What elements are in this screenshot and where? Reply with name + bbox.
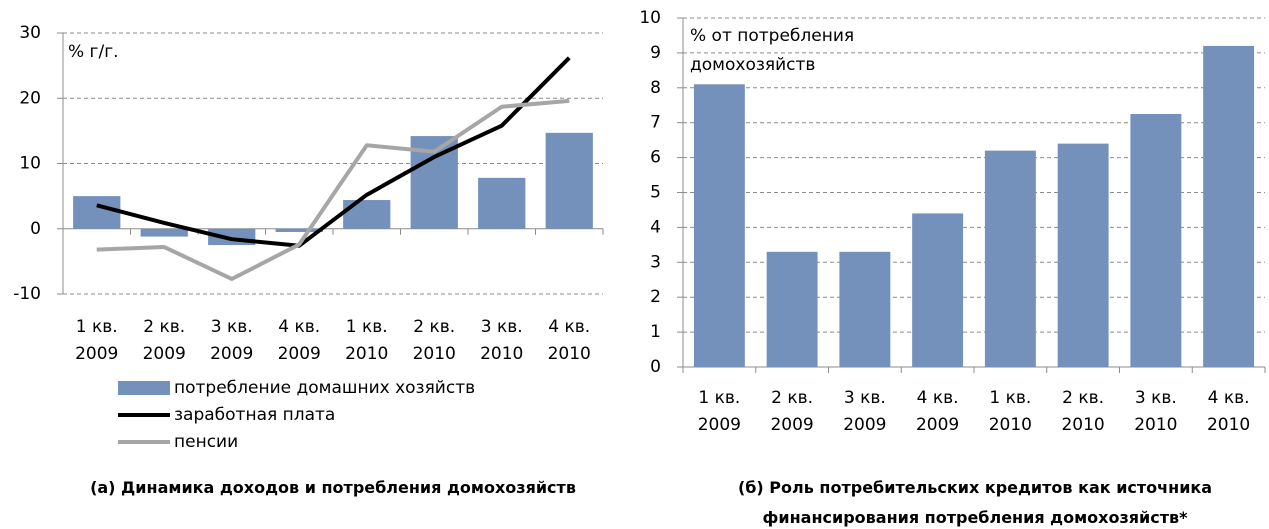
annotation: % г/г.	[68, 42, 119, 62]
bar	[478, 177, 526, 229]
y-tick-label: 5	[650, 183, 661, 203]
y-tick-label: 20	[19, 88, 41, 108]
x-tick-label: 4 кв. 2010	[1207, 388, 1250, 435]
x-tick-label: 2 кв. 2010	[413, 317, 456, 364]
x-tick-label: 4 кв. 2009	[916, 388, 959, 435]
y-tick-label: 3	[650, 252, 661, 272]
x-tick-label: 2 кв. 2009	[770, 388, 813, 435]
x-tick-label: 3 кв. 2010	[1134, 388, 1177, 435]
line	[96, 56, 571, 248]
x-tick-label: 4 кв. 2009	[278, 317, 321, 364]
y-tick-label: 2	[650, 287, 661, 307]
bar	[1057, 143, 1109, 367]
bar	[73, 196, 121, 229]
y-tick-label: 30	[19, 23, 41, 43]
x-tick-label: 1 кв. 2010	[989, 388, 1032, 435]
bar	[912, 213, 964, 367]
x-tick-label: 4 кв. 2010	[548, 317, 591, 364]
x-tick-label: 2 кв. 2009	[143, 317, 186, 364]
legend-label: потребление домашних хозяйств	[174, 378, 475, 398]
y-tick-label: 0	[30, 219, 41, 239]
x-tick-label: 3 кв. 2009	[210, 317, 253, 364]
x-tick-label: 2 кв. 2010	[1061, 388, 1104, 435]
y-tick-label: 0	[650, 357, 661, 377]
bar	[275, 228, 323, 233]
legend-label: заработная плата	[174, 405, 335, 425]
bar	[766, 251, 818, 367]
bar	[140, 228, 188, 237]
bar	[1203, 45, 1255, 368]
x-tick-label: 1 кв. 2009	[75, 317, 118, 364]
y-tick-label: 6	[650, 148, 661, 168]
y-tick-label: 7	[650, 113, 661, 133]
y-tick-label: 4	[650, 217, 661, 237]
y-tick-label: 9	[650, 43, 661, 63]
y-tick-label: 8	[650, 78, 661, 98]
x-tick-label: 1 кв. 2010	[345, 317, 388, 364]
bar	[1130, 113, 1182, 367]
y-tick-label: 10	[19, 154, 41, 174]
legend-label: пенсии	[174, 432, 238, 452]
bar	[984, 150, 1036, 367]
line	[96, 98, 570, 281]
caption: (а) Динамика доходов и потребления домох…	[90, 478, 576, 497]
bar	[343, 200, 391, 229]
y-tick-label: 10	[639, 8, 661, 28]
y-tick-label: 1	[650, 322, 661, 342]
caption: (б) Роль потребительских кредитов как ис…	[738, 478, 1212, 527]
y-tick-label: -10	[13, 284, 41, 304]
x-tick-label: 1 кв. 2009	[698, 388, 741, 435]
legend-swatch	[118, 381, 170, 395]
annotation: % от потребления домохозяйств	[690, 26, 854, 75]
x-tick-label: 3 кв. 2010	[480, 317, 523, 364]
bar	[693, 84, 745, 367]
bar	[545, 132, 593, 229]
bar	[839, 251, 891, 367]
x-tick-label: 3 кв. 2009	[843, 388, 886, 435]
